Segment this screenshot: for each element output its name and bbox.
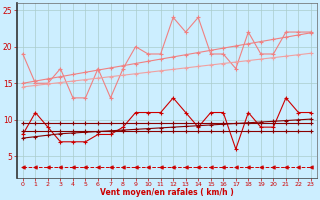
X-axis label: Vent moyen/en rafales ( km/h ): Vent moyen/en rafales ( km/h ) [100,188,234,197]
